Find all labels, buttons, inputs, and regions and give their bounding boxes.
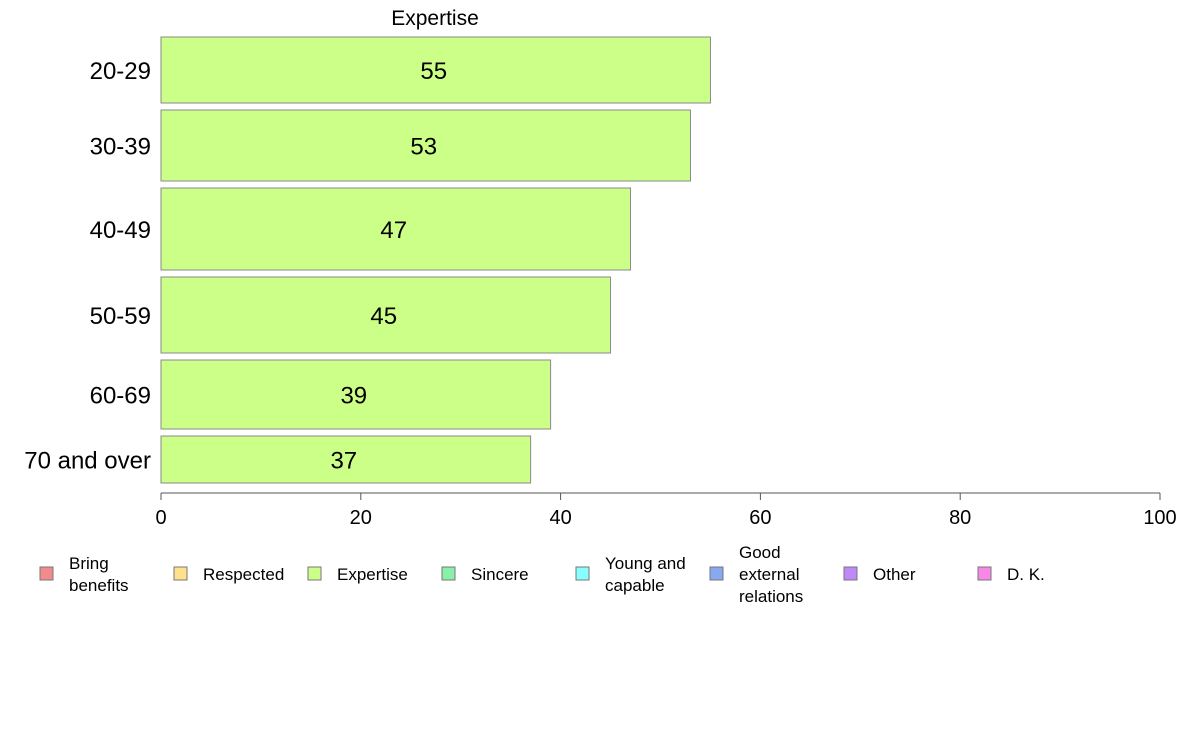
category-label: 20-29 [90, 58, 151, 85]
bar-40-49 [160, 187, 632, 271]
legend-swatch [977, 566, 992, 581]
legend-label: Expertise [337, 565, 408, 584]
x-axis: 0 20 40 60 80 100 [155, 492, 1177, 529]
legend-label: capable [605, 576, 665, 595]
legend: Bring benefits Respected Expertise Sincere Yo… [39, 543, 1045, 606]
legend-item: Sincere [441, 565, 529, 584]
x-tick-label: 100 [1143, 507, 1176, 529]
bar-value-label: 45 [370, 303, 397, 330]
legend-label: benefits [69, 576, 129, 595]
bars-group: 55 20-29 53 30-39 47 40-49 45 50-59 39 60-69 37 70 … [24, 36, 711, 484]
legend-swatch [441, 566, 456, 581]
legend-label: Young and [605, 554, 686, 573]
legend-label: Respected [203, 565, 284, 584]
legend-swatch [173, 566, 188, 581]
legend-label: Bring [69, 554, 109, 573]
bar-20-29 [160, 36, 711, 104]
legend-item: Respected [173, 565, 284, 584]
bar-value-label: 55 [420, 58, 447, 85]
category-label: 50-59 [90, 303, 151, 330]
legend-swatch [39, 566, 54, 581]
legend-swatch [575, 566, 590, 581]
x-tick-label: 20 [350, 507, 372, 529]
legend-label: Sincere [471, 565, 529, 584]
bar-50-59 [160, 276, 612, 354]
legend-swatch [843, 566, 858, 581]
category-label: 30-39 [90, 134, 151, 161]
bar-value-label: 47 [380, 217, 407, 244]
legend-label: external [739, 565, 799, 584]
legend-swatch [709, 566, 724, 581]
legend-label: Good [739, 543, 781, 562]
category-label: 60-69 [90, 383, 151, 410]
bar-value-label: 39 [340, 383, 367, 410]
x-tick-label: 80 [949, 507, 971, 529]
category-label: 70 and over [24, 448, 151, 475]
chart-title: Expertise [391, 7, 479, 30]
bar-60-69 [160, 359, 552, 430]
bar-value-label: 37 [330, 448, 357, 475]
category-label: 40-49 [90, 217, 151, 244]
bar-30-39 [160, 109, 691, 182]
bar-value-label: 53 [410, 134, 437, 161]
legend-item: Bring benefits [39, 554, 129, 595]
bar-70-and-over [160, 435, 532, 484]
x-tick-label: 0 [155, 507, 166, 529]
legend-label: D. K. [1007, 565, 1045, 584]
legend-item: Expertise [307, 565, 408, 584]
legend-item: D. K. [977, 565, 1045, 584]
legend-item: Good external relations [709, 543, 803, 606]
legend-item: Young and capable [575, 554, 686, 595]
legend-label: relations [739, 587, 803, 606]
legend-item: Other [843, 565, 916, 584]
legend-swatch [307, 566, 322, 581]
legend-label: Other [873, 565, 916, 584]
x-tick-label: 60 [749, 507, 771, 529]
x-tick-label: 40 [549, 507, 571, 529]
